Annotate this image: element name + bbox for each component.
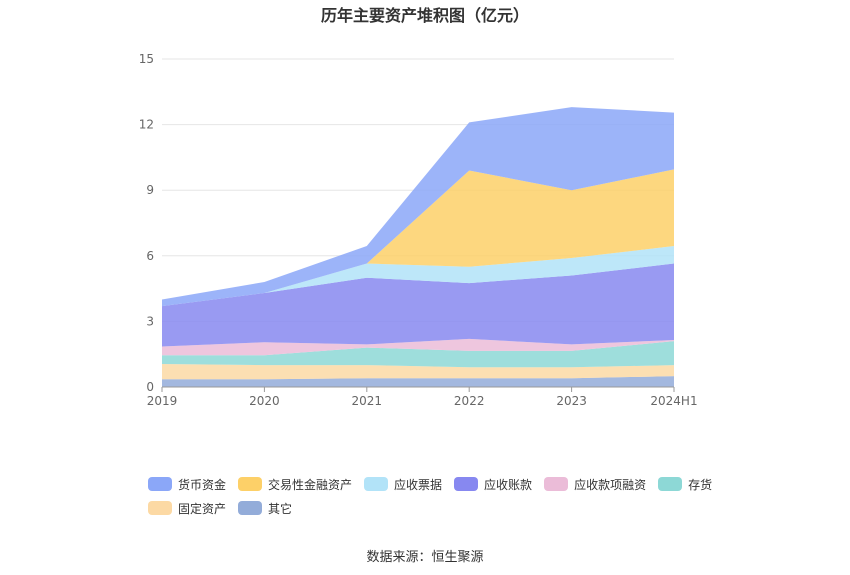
legend-label: 固定资产 <box>178 501 227 516</box>
x-tick-label: 2020 <box>249 394 280 408</box>
legend-item[interactable]: 存货 <box>658 472 712 496</box>
x-tick-label: 2022 <box>454 394 485 408</box>
stacked-area-chart: 0 3 6 9 12 15 2019 2020 2021 2022 2023 2024H1 <box>139 52 698 408</box>
legend-label: 应收款项融资 <box>574 477 647 492</box>
legend-label: 交易性金融资产 <box>268 477 353 492</box>
legend-label: 存货 <box>688 477 713 492</box>
legend-label: 货币资金 <box>178 477 227 492</box>
area-series-固定资产 <box>162 364 674 380</box>
legend-swatch <box>544 477 569 491</box>
legend-item[interactable]: 固定资产 <box>148 496 226 520</box>
legend-label: 其它 <box>268 501 293 516</box>
chart-title: 历年主要资产堆积图（亿元） <box>320 6 529 25</box>
legend-item[interactable]: 交易性金融资产 <box>238 472 352 496</box>
area-series-存货 <box>162 341 674 368</box>
x-tick-label: 2024H1 <box>650 394 697 408</box>
legend-item[interactable]: 货币资金 <box>148 472 226 496</box>
area-series-应收票据 <box>162 246 674 307</box>
legend-item[interactable]: 应收票据 <box>364 472 442 496</box>
area-series-货币资金 <box>162 107 674 307</box>
y-tick-label: 0 <box>146 380 154 394</box>
legend-swatch <box>364 477 389 491</box>
y-tick-label: 3 <box>146 314 154 328</box>
area-series-应收账款 <box>162 263 674 347</box>
x-tick-label: 2019 <box>147 394 178 408</box>
legend-swatch <box>454 477 479 491</box>
y-tick-label: 6 <box>146 249 154 263</box>
legend-swatch <box>148 501 172 515</box>
legend-label: 应收账款 <box>484 477 533 492</box>
legend-swatch <box>148 477 172 491</box>
y-tick-label: 9 <box>146 183 154 197</box>
legend-item[interactable]: 应收款项融资 <box>544 472 646 496</box>
area-series-交易性金融资产 <box>162 169 674 307</box>
y-tick-label: 12 <box>139 118 154 132</box>
legend-swatch <box>238 501 263 515</box>
legend-label: 应收票据 <box>394 477 443 492</box>
legend-swatch <box>658 477 683 491</box>
x-tick-label: 2023 <box>556 394 587 408</box>
y-tick-label: 15 <box>139 52 154 66</box>
data-source: 数据来源：恒生聚源 <box>366 550 484 565</box>
legend-item[interactable]: 应收账款 <box>454 472 532 496</box>
legend: 货币资金 交易性金融资产 应收票据 应收账款 应收款项融资 存货固定资产 其它 <box>148 472 748 520</box>
legend-item[interactable]: 其它 <box>238 496 292 520</box>
area-series-应收款项融资 <box>162 338 674 356</box>
area-series-其它 <box>162 376 674 387</box>
x-tick-label: 2021 <box>352 394 383 408</box>
legend-swatch <box>238 477 263 491</box>
